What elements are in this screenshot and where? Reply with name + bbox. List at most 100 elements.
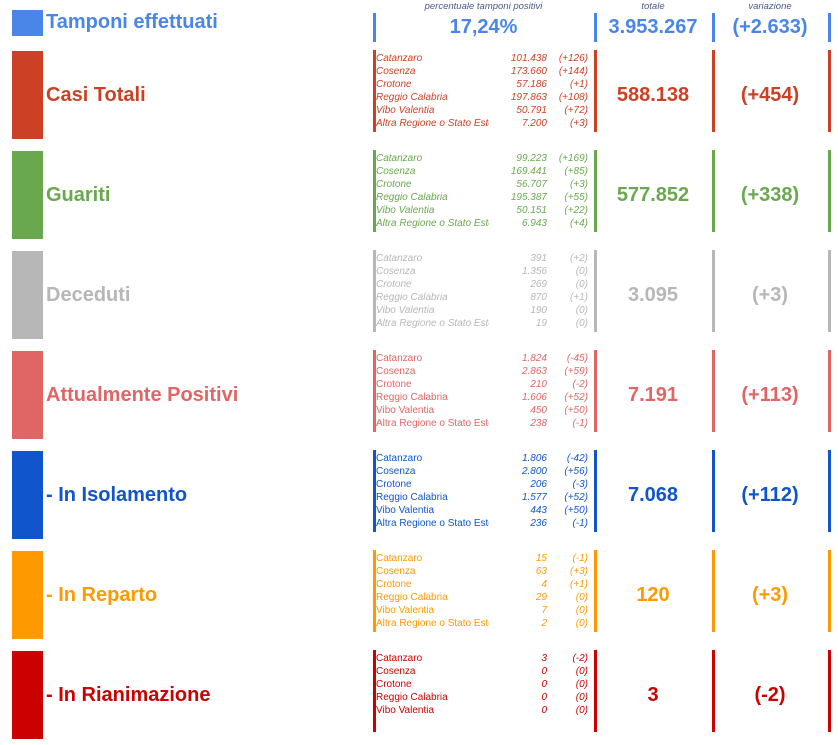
province-name: Crotone — [376, 179, 412, 190]
variation-value: (+112) — [741, 483, 799, 506]
province-change: (+85) — [564, 166, 588, 177]
province-line: Vibo Valentia 190 (0) — [376, 304, 588, 317]
province-value: 101.438 — [510, 53, 547, 64]
category-square — [12, 151, 43, 239]
province-name: Catanzaro — [376, 153, 423, 164]
stat-rows: Casi Totali Catanzaro 101.438 (+126) Cosenza… — [0, 45, 838, 745]
province-line: Cosenza 2.863 (+59) — [376, 365, 588, 378]
province-line: Vibo Valentia 450 (+50) — [376, 404, 588, 417]
column-divider — [373, 150, 376, 232]
province-line: Crotone 269 (0) — [376, 278, 588, 291]
province-line: Crotone 0 (0) — [376, 678, 588, 691]
province-line: Catanzaro 391 (+2) — [376, 252, 588, 265]
province-value: 63 — [535, 566, 547, 577]
column-divider — [594, 50, 597, 132]
column-divider — [594, 550, 597, 632]
province-value: 206 — [530, 479, 547, 490]
province-line: Reggio Calabria 29 (0) — [376, 591, 588, 604]
province-change: (+108) — [558, 92, 588, 103]
total-value: 7.191 — [627, 383, 679, 406]
province-line: Vibo Valentia 50.151 (+22) — [376, 204, 588, 217]
province-value: 19 — [535, 318, 547, 329]
column-divider — [712, 450, 715, 532]
province-line: Altra Regione o Stato Estero 238 (-1) — [376, 417, 588, 430]
province-value: 443 — [530, 505, 547, 516]
province-value: 2.863 — [521, 366, 547, 377]
total-column-header: totale — [641, 1, 665, 12]
province-change: (0) — [575, 692, 588, 703]
province-line: Catanzaro 1.806 (-42) — [376, 452, 588, 465]
province-name: Altra Regione o Stato Estero — [376, 418, 489, 429]
province-name: Cosenza — [376, 166, 416, 177]
province-change: (-3) — [572, 479, 588, 490]
province-name: Reggio Calabria — [376, 192, 448, 203]
province-value: 236 — [530, 518, 547, 529]
column-divider — [594, 250, 597, 332]
province-line: Catanzaro 15 (-1) — [376, 552, 588, 565]
column-divider — [828, 50, 831, 132]
province-name: Catanzaro — [376, 553, 423, 564]
province-value: 1.806 — [521, 453, 547, 464]
variation-value: (+3) — [751, 283, 789, 306]
column-divider — [373, 450, 376, 532]
province-value: 210 — [530, 379, 547, 390]
category-square — [12, 651, 43, 739]
province-value: 1.606 — [521, 392, 547, 403]
province-change: (-42) — [566, 453, 588, 464]
province-value: 190 — [530, 305, 547, 316]
province-value: 15 — [535, 553, 547, 564]
variation-value: (+454) — [740, 83, 800, 106]
province-line: Vibo Valentia 0 (0) — [376, 704, 588, 717]
province-details: Catanzaro 15 (-1) Cosenza 63 (+3) Crotone 4 (+1)… — [376, 552, 588, 630]
province-change: (+50) — [564, 505, 588, 516]
total-value: 7.068 — [627, 483, 679, 506]
province-line: Cosenza 0 (0) — [376, 665, 588, 678]
province-line: Crotone 56.707 (+3) — [376, 178, 588, 191]
province-change: (0) — [575, 266, 588, 277]
stat-row: - In Rianimazione Catanzaro 3 (-2) Cosenza 0 (… — [0, 645, 838, 745]
province-name: Reggio Calabria — [376, 292, 448, 303]
province-details: Catanzaro 3 (-2) Cosenza 0 (0) Crotone 0 (0) Regg… — [376, 652, 588, 717]
province-name: Catanzaro — [376, 253, 423, 264]
province-change: (+126) — [558, 53, 588, 64]
column-divider — [373, 250, 376, 332]
column-divider — [712, 550, 715, 632]
column-divider — [373, 550, 376, 632]
category-square — [12, 251, 43, 339]
province-name: Crotone — [376, 279, 412, 290]
column-divider — [712, 650, 715, 732]
province-change: (+169) — [558, 153, 588, 164]
province-line: Reggio Calabria 197.863 (+108) — [376, 91, 588, 104]
province-value: 0 — [541, 666, 547, 677]
province-value: 4 — [541, 579, 547, 590]
province-name: Cosenza — [376, 66, 416, 77]
province-value: 169.441 — [510, 166, 547, 177]
province-name: Reggio Calabria — [376, 692, 448, 703]
province-change: (0) — [575, 705, 588, 716]
column-divider — [828, 150, 831, 232]
province-line: Cosenza 169.441 (+85) — [376, 165, 588, 178]
province-value: 238 — [530, 418, 547, 429]
province-change: (+59) — [564, 366, 588, 377]
province-name: Crotone — [376, 79, 412, 90]
province-change: (-1) — [572, 418, 588, 429]
province-details: Catanzaro 1.824 (-45) Cosenza 2.863 (+59) Crot… — [376, 352, 588, 430]
province-change: (+1) — [569, 579, 588, 590]
province-line: Crotone 4 (+1) — [376, 578, 588, 591]
category-square — [12, 551, 43, 639]
column-divider — [712, 13, 715, 42]
variation-value: (+2.633) — [732, 15, 808, 38]
province-value: 195.387 — [510, 192, 547, 203]
province-value: 1.356 — [521, 266, 547, 277]
category-label: Guariti — [46, 183, 111, 206]
province-change: (0) — [575, 305, 588, 316]
province-value: 3 — [541, 653, 547, 664]
province-name: Cosenza — [376, 366, 416, 377]
province-name: Cosenza — [376, 266, 416, 277]
total-value: 588.138 — [616, 83, 690, 106]
province-value: 450 — [530, 405, 547, 416]
percent-positive-value: 17,24% — [449, 15, 518, 38]
column-divider — [712, 350, 715, 432]
province-change: (0) — [575, 605, 588, 616]
province-value: 57.186 — [516, 79, 547, 90]
